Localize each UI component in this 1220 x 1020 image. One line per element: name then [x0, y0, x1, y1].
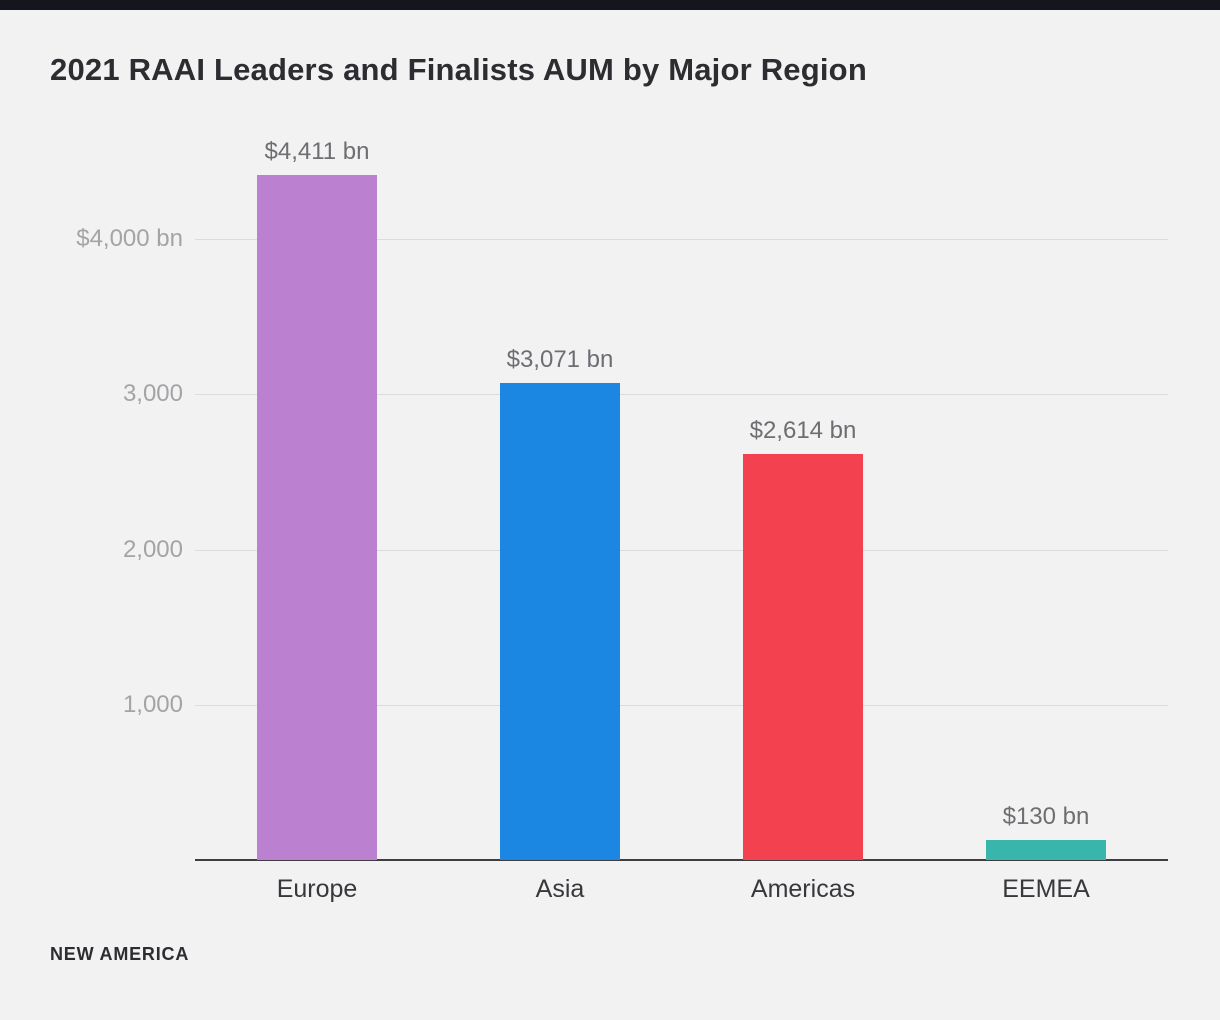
y-tick-label: 1,000 [122, 691, 183, 718]
x-axis-label: Europe [276, 875, 358, 903]
source-label: NEW AMERICA [50, 944, 190, 964]
top-accent-bar [0, 0, 1220, 10]
bar-europe [257, 175, 377, 860]
x-axis-label: EEMEA [1002, 875, 1090, 903]
bar-asia [500, 383, 620, 860]
y-tick-label: 3,000 [122, 380, 183, 407]
gridline [195, 705, 1168, 706]
chart-title: 2021 RAAI Leaders and Finalists AUM by M… [50, 52, 867, 87]
x-axis-label: Asia [535, 875, 585, 903]
bar-value-label: $4,411 bn [264, 138, 370, 165]
gridline [195, 239, 1168, 240]
gridline [195, 550, 1168, 551]
bar-eemea [986, 840, 1106, 860]
gridline [195, 394, 1168, 395]
bar-value-label: $2,614 bn [749, 417, 857, 444]
bar-value-label: $3,071 bn [506, 346, 614, 373]
y-tick-label: $4,000 bn [76, 225, 183, 252]
x-axis-label: Americas [750, 875, 856, 903]
bar-americas [743, 454, 863, 860]
x-axis-line [195, 859, 1168, 861]
y-tick-label: 2,000 [122, 536, 183, 563]
bar-value-label: $130 bn [1002, 803, 1090, 830]
